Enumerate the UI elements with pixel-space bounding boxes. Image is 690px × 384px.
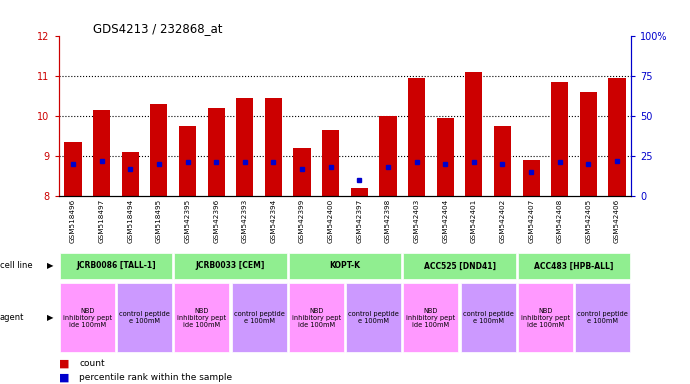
Text: control peptide
e 100mM: control peptide e 100mM (348, 311, 399, 324)
Bar (518, 253, 630, 279)
Text: count: count (79, 359, 105, 368)
Text: ▶: ▶ (47, 262, 53, 270)
Bar (437, 118, 454, 196)
Text: ■: ■ (59, 372, 69, 383)
Text: control peptide
e 100mM: control peptide e 100mM (234, 311, 284, 324)
Bar (408, 78, 425, 196)
Bar (175, 253, 286, 279)
Bar (208, 108, 225, 196)
Text: control peptide
e 100mM: control peptide e 100mM (463, 311, 513, 324)
Bar (522, 160, 540, 196)
Bar (494, 126, 511, 196)
Bar (575, 283, 630, 352)
Text: NBD
inhibitory pept
ide 100mM: NBD inhibitory pept ide 100mM (63, 308, 112, 328)
Text: cell line: cell line (0, 262, 32, 270)
Text: ▶: ▶ (47, 313, 53, 322)
Text: NBD
inhibitory pept
ide 100mM: NBD inhibitory pept ide 100mM (177, 308, 226, 328)
Text: ACC525 [DND41]: ACC525 [DND41] (424, 262, 495, 270)
Bar (64, 142, 81, 196)
Bar (322, 130, 339, 196)
Bar (404, 253, 515, 279)
Bar (60, 253, 172, 279)
Bar (117, 283, 172, 352)
Bar (93, 110, 110, 196)
Bar (580, 92, 597, 196)
Text: GDS4213 / 232868_at: GDS4213 / 232868_at (93, 22, 223, 35)
Text: control peptide
e 100mM: control peptide e 100mM (119, 311, 170, 324)
Text: NBD
inhibitory pept
ide 100mM: NBD inhibitory pept ide 100mM (521, 308, 570, 328)
Text: NBD
inhibitory pept
ide 100mM: NBD inhibitory pept ide 100mM (292, 308, 341, 328)
Bar (236, 98, 253, 196)
Bar (404, 283, 458, 352)
Bar (351, 188, 368, 196)
Bar (289, 283, 344, 352)
Bar (121, 152, 139, 196)
Bar (60, 283, 115, 352)
Bar (289, 253, 401, 279)
Text: percentile rank within the sample: percentile rank within the sample (79, 373, 233, 382)
Bar (461, 283, 515, 352)
Text: ■: ■ (59, 358, 69, 368)
Bar (175, 283, 229, 352)
Text: KOPT-K: KOPT-K (330, 262, 360, 270)
Bar (346, 283, 401, 352)
Bar (179, 126, 196, 196)
Bar (465, 72, 482, 196)
Text: JCRB0033 [CEM]: JCRB0033 [CEM] (196, 262, 265, 270)
Bar (551, 82, 569, 196)
Bar (518, 283, 573, 352)
Text: control peptide
e 100mM: control peptide e 100mM (578, 311, 628, 324)
Text: JCRB0086 [TALL-1]: JCRB0086 [TALL-1] (76, 262, 156, 270)
Bar (150, 104, 168, 196)
Bar (232, 283, 286, 352)
Text: NBD
inhibitory pept
ide 100mM: NBD inhibitory pept ide 100mM (406, 308, 455, 328)
Bar (265, 98, 282, 196)
Text: agent: agent (0, 313, 24, 322)
Text: ACC483 [HPB-ALL]: ACC483 [HPB-ALL] (534, 262, 614, 270)
Bar (380, 116, 397, 196)
Bar (609, 78, 626, 196)
Bar (293, 148, 310, 196)
